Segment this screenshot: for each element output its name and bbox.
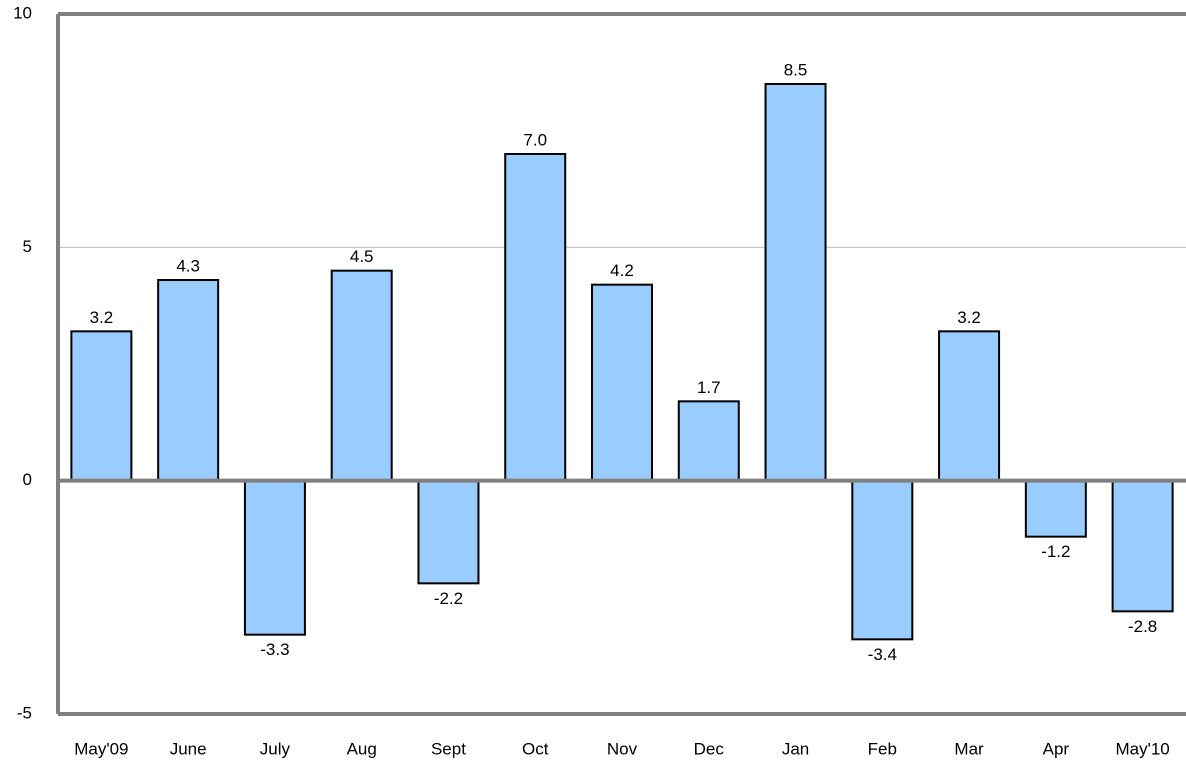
y-tick-label: 5 bbox=[23, 237, 32, 256]
x-tick-label: Jan bbox=[782, 739, 809, 758]
bar bbox=[1024, 479, 1087, 538]
bar bbox=[243, 479, 306, 636]
data-label: -2.8 bbox=[1128, 617, 1157, 636]
data-label: 4.2 bbox=[610, 261, 634, 280]
x-tick-label: Sept bbox=[431, 739, 466, 758]
data-label: 3.2 bbox=[957, 308, 981, 327]
bar bbox=[504, 153, 567, 482]
bar bbox=[330, 269, 393, 482]
bar bbox=[1111, 479, 1174, 613]
x-tick-label: Dec bbox=[694, 739, 725, 758]
x-tick-label: Mar bbox=[954, 739, 984, 758]
x-tick-label: June bbox=[170, 739, 207, 758]
bar bbox=[70, 330, 133, 482]
y-tick-label: 0 bbox=[23, 470, 32, 489]
bar bbox=[677, 400, 740, 482]
data-label: -3.3 bbox=[260, 640, 289, 659]
x-tick-label: Apr bbox=[1043, 739, 1070, 758]
bar bbox=[851, 479, 914, 641]
bar bbox=[764, 83, 827, 482]
x-tick-label: July bbox=[260, 739, 291, 758]
data-label: -3.4 bbox=[868, 645, 897, 664]
bar bbox=[157, 279, 220, 482]
x-tick-label: Nov bbox=[607, 739, 638, 758]
data-label: 3.2 bbox=[90, 308, 114, 327]
data-label: 1.7 bbox=[697, 378, 721, 397]
x-tick-label: May'10 bbox=[1115, 739, 1169, 758]
bar bbox=[938, 330, 1001, 482]
x-tick-label: Oct bbox=[522, 739, 549, 758]
bar bbox=[591, 283, 653, 482]
x-tick-label: Feb bbox=[868, 739, 897, 758]
data-label: 4.3 bbox=[176, 256, 200, 275]
data-label: 7.0 bbox=[523, 130, 547, 149]
x-tick-label: Aug bbox=[347, 739, 377, 758]
bar bbox=[417, 479, 480, 585]
y-tick-label: 10 bbox=[13, 3, 32, 22]
data-label: -1.2 bbox=[1041, 542, 1070, 561]
data-label: -2.2 bbox=[434, 589, 463, 608]
x-tick-label: May'09 bbox=[74, 739, 128, 758]
data-label: 4.5 bbox=[350, 247, 374, 266]
data-label: 8.5 bbox=[784, 60, 808, 79]
y-tick-label: -5 bbox=[17, 703, 32, 722]
